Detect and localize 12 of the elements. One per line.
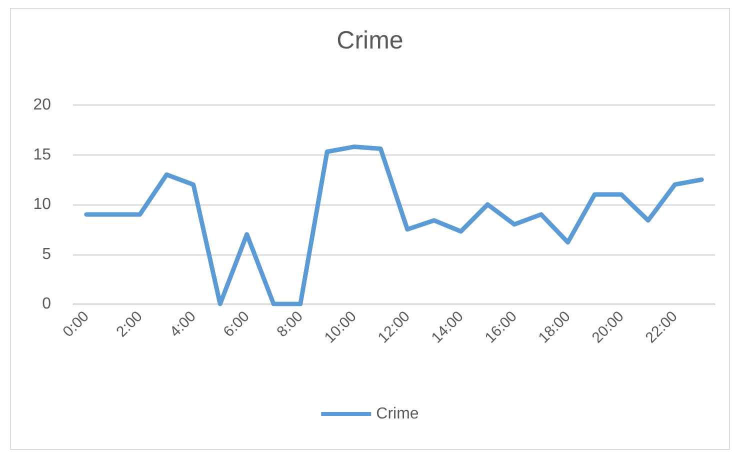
y-tick-label: 0	[42, 296, 52, 312]
legend-label: Crime	[376, 406, 419, 422]
y-tick-label: 20	[33, 96, 52, 114]
x-tick-label: 0:00	[60, 308, 92, 341]
y-tick-label: 15	[33, 146, 52, 164]
chart-title: Crime	[336, 26, 404, 54]
x-tick-label: 4:00	[166, 308, 200, 341]
x-tick-label: 8:00	[274, 308, 306, 341]
line-series	[84, 144, 704, 306]
x-tick-label: 6:00	[220, 308, 253, 341]
y-tick-label: 5	[42, 246, 52, 263]
y-tick-label: 10	[33, 196, 52, 213]
